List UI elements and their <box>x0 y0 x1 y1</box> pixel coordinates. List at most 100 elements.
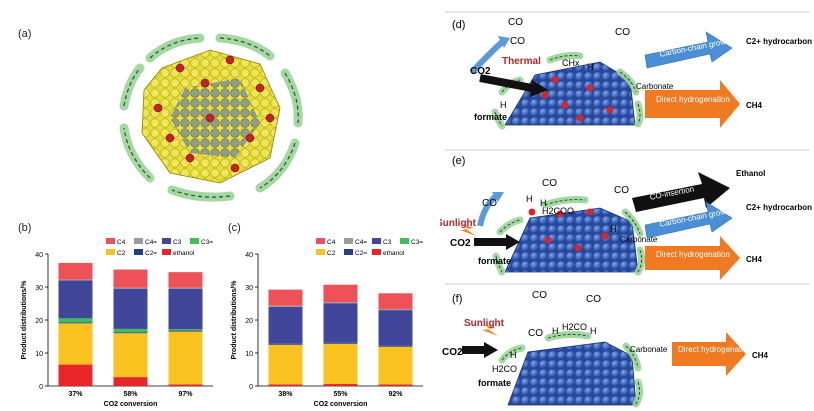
legend-label: C4= <box>355 239 367 246</box>
sunlight-arrow-head-e <box>506 234 520 250</box>
co-label: CO <box>586 294 601 305</box>
nanoparticle-illustration <box>119 33 303 202</box>
carbonate-label: Carbonate <box>620 235 658 244</box>
bar-segment-ethanol <box>323 384 358 386</box>
chart-c: 0 10 20 30 40 Product distributions/% 38% 55% 92… <box>231 238 423 408</box>
legend-label: C4= <box>145 239 157 246</box>
carbonate-label: Carbonate <box>630 345 668 354</box>
bar-segment-C3 <box>58 280 93 319</box>
bar-segment-C2 <box>378 346 413 385</box>
legend-label: ethanol <box>173 250 195 257</box>
chart-b: 0 10 20 30 40 Product distributions/% 37% 58% 97… <box>21 238 213 408</box>
legend-label: C2 <box>327 250 336 257</box>
desorption-arrow-head-e <box>492 192 504 202</box>
desorption-arrow-head-d <box>498 36 510 48</box>
desorption-arrow-e <box>477 193 499 227</box>
lightning-icon <box>482 324 498 336</box>
bar-segment-ethanol <box>268 384 303 386</box>
h-label: H <box>610 224 617 234</box>
lightning-icon <box>460 224 476 236</box>
panel-e-label: (e) <box>452 155 465 167</box>
y-tick-label: 10 <box>35 351 43 358</box>
y-tick-label: 20 <box>245 318 253 325</box>
product-label: CH4 <box>752 351 769 360</box>
bar-segment-C4 <box>323 284 358 303</box>
thermal-label: Thermal <box>502 56 541 67</box>
bar-segment-C4-ene <box>268 305 303 307</box>
co-label: CO <box>508 17 523 28</box>
bar-segment-C3-ene <box>58 318 93 323</box>
legend-label: C4 <box>327 239 336 246</box>
legend-label: C3= <box>411 239 423 246</box>
co-label: CO <box>528 328 543 339</box>
bar-segment-C4 <box>58 262 93 280</box>
legend-swatch <box>372 238 381 244</box>
h2coo-label: H2COO <box>542 206 574 216</box>
bar-segment-C4-ene <box>58 279 93 281</box>
formate-label: formate <box>478 256 511 266</box>
co-label: CO <box>614 185 629 196</box>
bar-segment-ethanol <box>378 384 413 386</box>
bar-segment-C2 <box>113 333 148 378</box>
legend-swatch <box>372 249 381 255</box>
product-label: C2+ hydrocarbon <box>746 37 812 46</box>
x-axis-label: CO2 conversion <box>314 401 368 408</box>
carbonate-label: Carbonate <box>636 82 674 91</box>
bar-segment-C4-ene <box>378 309 413 311</box>
bar-segment-C2-ene <box>58 322 93 324</box>
legend-swatch <box>190 238 199 244</box>
y-tick-label: 30 <box>35 285 43 292</box>
bar-segment-C2-ene <box>323 342 358 344</box>
formate-label: formate <box>478 378 511 388</box>
panel-a-label: (a) <box>18 28 32 40</box>
bar-segment-C4-ene <box>323 302 358 304</box>
bar-segment-C2-ene <box>378 345 413 347</box>
y-tick-label: 0 <box>39 384 43 391</box>
legend-swatch <box>134 238 143 244</box>
legend-label: C3 <box>173 239 182 246</box>
legend-swatch <box>106 238 115 244</box>
bar-segment-C3 <box>268 306 303 344</box>
panel-f-label: (f) <box>452 293 462 305</box>
y-tick-label: 0 <box>249 384 253 391</box>
bar-segment-C4 <box>113 269 148 288</box>
surface-f <box>498 330 644 408</box>
y-tick-label: 20 <box>35 318 43 325</box>
arrow-hydrogenation-f: Direct hydrogenation <box>672 332 752 376</box>
legend-label: C4 <box>117 239 126 246</box>
h-label: H <box>540 198 547 208</box>
panel-d-label: (d) <box>452 19 465 31</box>
mechanism-scheme: (d) CO CO CO CO2 Thermal CHx H H formate… <box>440 11 812 408</box>
y-tick-label: 40 <box>35 252 43 259</box>
bar-segment-C3 <box>323 303 358 343</box>
co-label: CO <box>532 290 547 301</box>
x-tick-label: 58% <box>123 391 138 398</box>
arrow-hydrogenation-e: Direct hydrogenation <box>645 236 740 280</box>
arrow-label: Direct hydrogenation <box>678 345 752 354</box>
bar-segment-C3-ene <box>113 328 148 333</box>
sunlight-arrow-head-f <box>484 342 498 358</box>
product-label: Ethanol <box>736 169 765 178</box>
bar-segment-C4 <box>268 289 303 306</box>
h-label: H <box>526 194 533 204</box>
arrow-carbon-chain-d: Carbon-chain growth <box>644 31 733 69</box>
bar-segment-C2 <box>168 331 203 385</box>
y-tick-label: 40 <box>245 252 253 259</box>
bar-segment-C4 <box>168 272 203 288</box>
bar-segment-C3 <box>378 310 413 346</box>
desorption-arrow-d <box>469 39 505 75</box>
co2-label: CO2 <box>470 66 491 77</box>
bar-segment-C2-ene <box>268 343 303 345</box>
legend-label: C2= <box>355 250 367 257</box>
legend-label: ethanol <box>383 250 405 257</box>
bar-segment-C3-ene <box>168 329 203 331</box>
arrow-hydrogenation-d: Direct hydrogenation <box>645 80 740 128</box>
arrow-label: Direct hydrogenation <box>656 250 730 259</box>
bar-segment-ethanol <box>113 377 148 386</box>
h-label: H <box>587 62 594 72</box>
y-tick-label: 30 <box>245 285 253 292</box>
product-label: CH4 <box>746 101 763 110</box>
legend-swatch <box>344 249 353 255</box>
legend-label: C2 <box>117 250 126 257</box>
legend-label: C3= <box>201 239 213 246</box>
